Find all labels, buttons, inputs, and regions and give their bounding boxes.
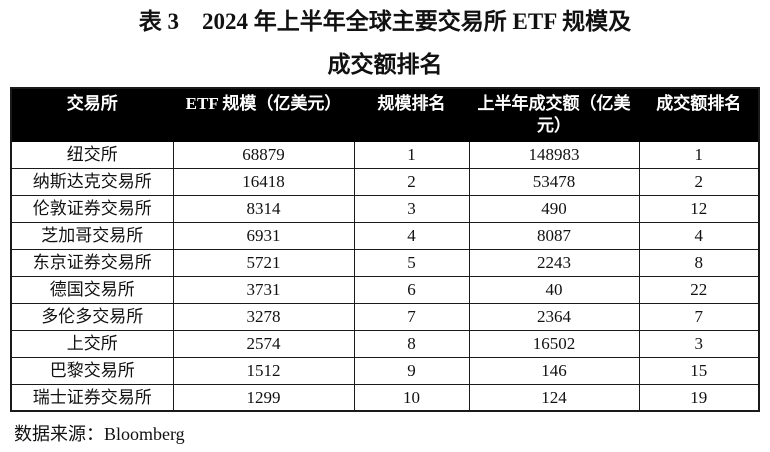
- table-cell: 10: [353, 383, 470, 412]
- table-row: 多伦多交易所 3278 7 2364 7: [10, 302, 760, 331]
- column-header-1: ETF 规模（亿美元）: [172, 87, 355, 142]
- table-cell: 124: [468, 383, 640, 412]
- table-cell: 伦敦证券交易所: [10, 194, 174, 223]
- table-cell: 2243: [468, 248, 640, 277]
- table-row: 巴黎交易所 1512 9 146 15: [10, 356, 760, 385]
- column-header-0: 交易所: [10, 87, 174, 142]
- table-cell: 4: [638, 221, 760, 250]
- table-cell: 4: [353, 221, 470, 250]
- table-cell: 8: [353, 329, 470, 358]
- column-header-2: 规模排名: [353, 87, 470, 142]
- table-title-line2: 成交额排名: [327, 52, 443, 77]
- table-cell: 68879: [172, 140, 355, 169]
- table-cell: 东京证券交易所: [10, 248, 174, 277]
- table-cell: 12: [638, 194, 760, 223]
- table-row: 芝加哥交易所 6931 4 8087 4: [10, 221, 760, 250]
- table-title-line1: 表 3 2024 年上半年全球主要交易所 ETF 规模及: [138, 9, 632, 34]
- table-row: 纳斯达克交易所 16418 2 53478 2: [10, 167, 760, 196]
- table-cell: 5721: [172, 248, 355, 277]
- table-header-row: 交易所 ETF 规模（亿美元） 规模排名 上半年成交额（亿美元） 成交额排名: [10, 87, 760, 142]
- etf-ranking-table: 交易所 ETF 规模（亿美元） 规模排名 上半年成交额（亿美元） 成交额排名 纽交所 68…: [10, 87, 760, 412]
- table-cell: 纳斯达克交易所: [10, 167, 174, 196]
- column-header-4: 成交额排名: [638, 87, 760, 142]
- table-cell: 3: [353, 194, 470, 223]
- table-row: 纽交所 68879 1 148983 1: [10, 140, 760, 169]
- table-cell: 5: [353, 248, 470, 277]
- table-cell: 1: [638, 140, 760, 169]
- table-row: 东京证券交易所 5721 5 2243 8: [10, 248, 760, 277]
- data-source-note: 数据来源：Bloomberg: [14, 424, 185, 444]
- table-cell: 15: [638, 356, 760, 385]
- table-cell: 9: [353, 356, 470, 385]
- table-cell: 16418: [172, 167, 355, 196]
- table-row: 伦敦证券交易所 8314 3 490 12: [10, 194, 760, 223]
- table-cell: 53478: [468, 167, 640, 196]
- table-cell: 瑞士证券交易所: [10, 383, 174, 412]
- table-cell: 3278: [172, 302, 355, 331]
- table-cell: 芝加哥交易所: [10, 221, 174, 250]
- table-cell: 490: [468, 194, 640, 223]
- table-cell: 19: [638, 383, 760, 412]
- table-cell: 2574: [172, 329, 355, 358]
- table-cell: 7: [353, 302, 470, 331]
- table-cell: 2364: [468, 302, 640, 331]
- table-row: 瑞士证券交易所 1299 10 124 19: [10, 383, 760, 412]
- table-cell: 1299: [172, 383, 355, 412]
- table-cell: 1512: [172, 356, 355, 385]
- table-cell: 8314: [172, 194, 355, 223]
- table-cell: 纽交所: [10, 140, 174, 169]
- table-title: 表 3 2024 年上半年全球主要交易所 ETF 规模及 成交额排名: [0, 4, 770, 76]
- table-row: 德国交易所 3731 6 40 22: [10, 275, 760, 304]
- table-cell: 德国交易所: [10, 275, 174, 304]
- table-cell: 8087: [468, 221, 640, 250]
- table-cell: 1: [353, 140, 470, 169]
- table-cell: 上交所: [10, 329, 174, 358]
- table-cell: 6931: [172, 221, 355, 250]
- table-body: 纽交所 68879 1 148983 1 纳斯达克交易所 16418 2 53478 2 伦敦证券交…: [10, 140, 760, 412]
- table-cell: 146: [468, 356, 640, 385]
- table-cell: 40: [468, 275, 640, 304]
- table-cell: 2: [353, 167, 470, 196]
- table-cell: 多伦多交易所: [10, 302, 174, 331]
- table-cell: 3: [638, 329, 760, 358]
- table-cell: 8: [638, 248, 760, 277]
- table-cell: 7: [638, 302, 760, 331]
- table-cell: 22: [638, 275, 760, 304]
- table-cell: 巴黎交易所: [10, 356, 174, 385]
- table-cell: 148983: [468, 140, 640, 169]
- table-cell: 2: [638, 167, 760, 196]
- table-cell: 16502: [468, 329, 640, 358]
- table-cell: 6: [353, 275, 470, 304]
- table-row: 上交所 2574 8 16502 3: [10, 329, 760, 358]
- column-header-3: 上半年成交额（亿美元）: [468, 87, 640, 142]
- table-cell: 3731: [172, 275, 355, 304]
